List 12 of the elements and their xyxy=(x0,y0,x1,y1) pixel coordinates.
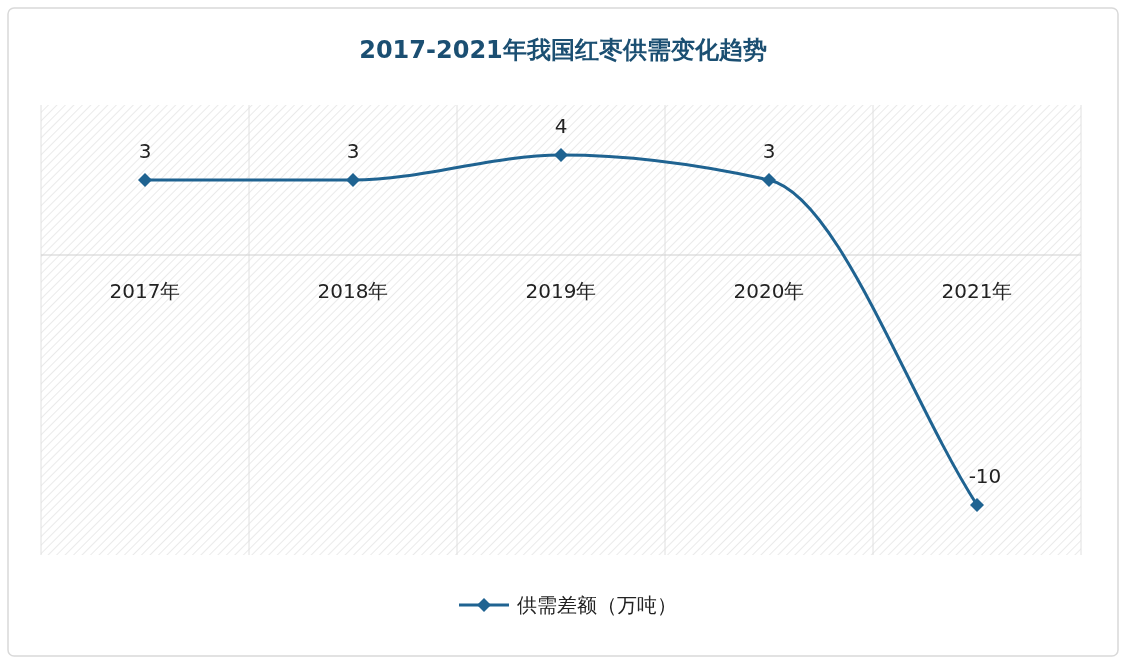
legend-label: 供需差额（万吨） xyxy=(517,593,677,617)
x-tick-label: 2020年 xyxy=(733,279,805,303)
data-label: 3 xyxy=(346,139,360,163)
data-label: -10 xyxy=(968,464,1002,488)
x-tick-label: 2019年 xyxy=(525,279,597,303)
x-tick-label: 2021年 xyxy=(941,279,1013,303)
data-label: 3 xyxy=(762,139,776,163)
x-tick-label: 2018年 xyxy=(317,279,389,303)
data-label: 4 xyxy=(554,114,568,138)
data-label: 3 xyxy=(138,139,152,163)
x-tick-label: 2017年 xyxy=(109,279,181,303)
chart-title: 2017-2021年我国红枣供需变化趋势 xyxy=(359,36,767,64)
